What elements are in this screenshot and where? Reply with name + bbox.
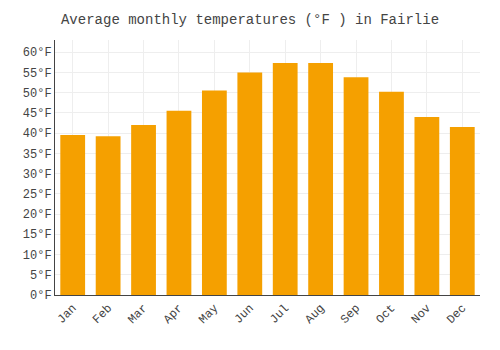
svg-text:Jul: Jul: [267, 302, 292, 327]
svg-text:55°F: 55°F: [23, 67, 52, 81]
svg-text:Feb: Feb: [90, 302, 115, 327]
svg-text:Oct: Oct: [373, 302, 398, 327]
svg-text:30°F: 30°F: [23, 168, 52, 182]
svg-text:45°F: 45°F: [23, 107, 52, 121]
svg-text:25°F: 25°F: [23, 188, 52, 202]
svg-text:5°F: 5°F: [30, 269, 52, 283]
svg-text:Jan: Jan: [55, 302, 80, 327]
svg-text:10°F: 10°F: [23, 249, 52, 263]
svg-text:Aug: Aug: [303, 302, 328, 327]
svg-text:35°F: 35°F: [23, 148, 52, 162]
svg-text:Apr: Apr: [161, 302, 186, 327]
svg-text:Average monthly temperatures (: Average monthly temperatures (°F ) in Fa…: [61, 12, 439, 28]
svg-text:20°F: 20°F: [23, 208, 52, 222]
svg-text:60°F: 60°F: [23, 46, 52, 60]
svg-text:50°F: 50°F: [23, 87, 52, 101]
svg-text:Sep: Sep: [338, 302, 363, 327]
svg-text:Nov: Nov: [409, 302, 434, 327]
svg-text:40°F: 40°F: [23, 127, 52, 141]
svg-text:Mar: Mar: [125, 302, 150, 327]
svg-text:Jun: Jun: [232, 302, 257, 327]
svg-text:15°F: 15°F: [23, 228, 52, 242]
svg-text:Dec: Dec: [444, 302, 469, 327]
svg-text:May: May: [196, 302, 221, 327]
svg-text:0°F: 0°F: [30, 289, 52, 303]
